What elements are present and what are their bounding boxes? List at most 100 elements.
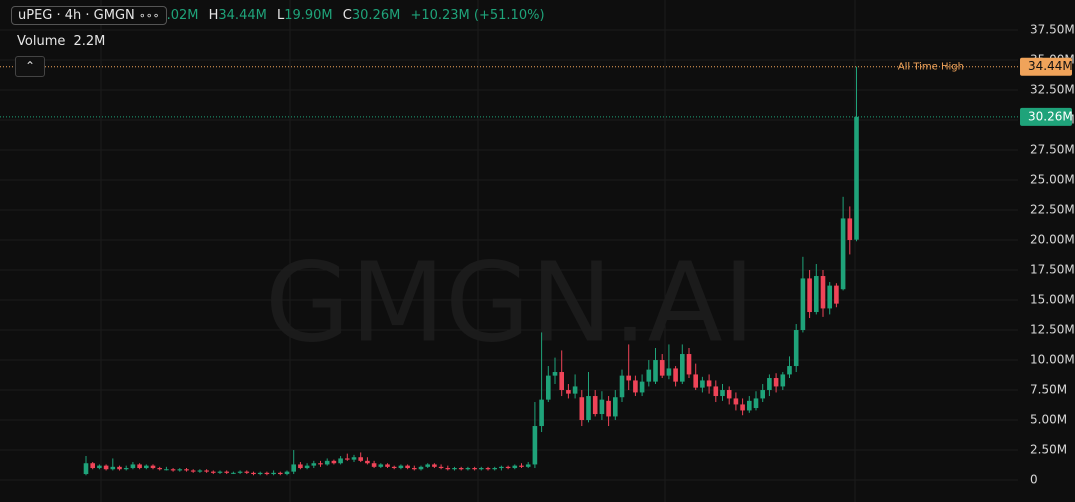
collapse-button[interactable]: ⌃ xyxy=(15,56,45,77)
y-tick-label: 2.50M xyxy=(1030,443,1067,457)
candle-body xyxy=(532,426,538,465)
change: +10.23M (+51.10%) xyxy=(410,8,545,23)
candle-body xyxy=(566,390,571,394)
candle-body xyxy=(747,400,752,411)
candle-body xyxy=(552,372,558,376)
candle-body xyxy=(787,366,792,375)
ath-label: 34.44M xyxy=(1028,59,1073,73)
candle-body xyxy=(83,463,89,475)
candle-body xyxy=(278,472,283,475)
candle-body xyxy=(217,471,223,473)
symbol-box[interactable]: uPEG · 4h · GMGN ∘∘∘ xyxy=(11,6,167,25)
candle-body xyxy=(311,463,317,466)
y-tick-label: 12.50M xyxy=(1030,323,1075,337)
candle-body xyxy=(338,458,343,464)
candle-body xyxy=(680,354,685,382)
high-value: 34.44M xyxy=(218,8,267,23)
candle-body xyxy=(110,466,116,470)
candle-body xyxy=(298,464,303,469)
candle-body xyxy=(97,465,102,469)
candle-body xyxy=(251,472,256,475)
ath-badge xyxy=(1020,57,1072,76)
y-tick-label: 37.50M xyxy=(1030,23,1075,37)
candle-body xyxy=(840,218,846,290)
candle-body xyxy=(425,464,430,467)
candle-body xyxy=(820,276,826,309)
candle-body xyxy=(458,468,464,470)
candle-body xyxy=(519,465,524,467)
candle-body xyxy=(793,330,799,367)
candle-body xyxy=(700,380,705,388)
candle-body xyxy=(418,466,424,470)
candle-body xyxy=(780,374,786,387)
candle-body xyxy=(827,285,832,309)
candle-body xyxy=(592,396,598,415)
watermark: GMGN.AI xyxy=(265,238,755,366)
candle-body xyxy=(351,457,357,460)
candle-body xyxy=(211,471,216,473)
candle-body xyxy=(137,464,142,469)
candle-body xyxy=(492,468,497,470)
candle-body xyxy=(345,458,350,460)
candle-body xyxy=(257,472,263,475)
candle-body xyxy=(485,468,491,470)
menu[interactable]: ∘∘∘ xyxy=(138,9,160,22)
candle-body xyxy=(613,397,618,417)
candle-body xyxy=(546,375,551,400)
candle-body xyxy=(378,464,384,467)
candle-body xyxy=(358,457,363,461)
candle-body xyxy=(398,465,404,469)
candle-body xyxy=(720,390,725,397)
candle-body xyxy=(144,465,149,469)
candle-body xyxy=(760,390,765,399)
candle-body xyxy=(130,464,136,469)
candle-body xyxy=(499,466,504,469)
candle-body xyxy=(412,468,417,470)
candle-body xyxy=(244,471,250,473)
y-tick-label: 0 xyxy=(1030,473,1038,487)
candle-body xyxy=(525,464,531,467)
candle-body xyxy=(579,397,585,421)
candle-body xyxy=(391,466,397,469)
candle-body xyxy=(90,463,95,469)
candle-body xyxy=(599,399,605,415)
candle-body xyxy=(834,285,839,304)
candle-body xyxy=(318,463,323,465)
candle-body xyxy=(706,380,712,387)
candle-body xyxy=(479,468,484,470)
candle-body xyxy=(740,404,745,411)
low-value: 19.90M xyxy=(284,8,333,23)
candle-body xyxy=(164,469,169,471)
candle-body xyxy=(693,374,698,388)
candle-body xyxy=(445,468,451,470)
candle-body xyxy=(666,368,672,376)
candle-body xyxy=(170,469,176,471)
candle-body xyxy=(773,378,779,387)
candle-body xyxy=(190,470,196,472)
candle-body xyxy=(291,464,296,472)
y-tick-label: 32.50M xyxy=(1030,83,1075,97)
candle-body xyxy=(264,472,270,475)
candle-body xyxy=(371,463,377,467)
candle-body xyxy=(157,468,162,470)
candle-body xyxy=(224,471,229,473)
candle-body xyxy=(726,390,732,399)
legend-header: uPEG · 4h · GMGN ∘∘∘ .02M H34.44M L19.90M… xyxy=(11,6,545,25)
candle-body xyxy=(177,469,183,471)
candle-body xyxy=(559,372,564,391)
close-value: 30.26M xyxy=(351,8,401,23)
candle-body xyxy=(807,278,812,313)
candle-body xyxy=(854,116,859,240)
candle-body xyxy=(150,465,156,469)
y-tick-label: 22.50M xyxy=(1030,203,1075,217)
candle-body xyxy=(331,460,337,464)
candle-body xyxy=(438,466,444,469)
volume-legend: Volume 2.2M xyxy=(17,34,105,49)
candle-body xyxy=(733,398,739,405)
candle-body xyxy=(686,354,692,375)
last-label: 30.26M xyxy=(1028,109,1073,123)
low-label: L xyxy=(276,8,285,23)
volume-value: 2.2M xyxy=(73,34,106,49)
